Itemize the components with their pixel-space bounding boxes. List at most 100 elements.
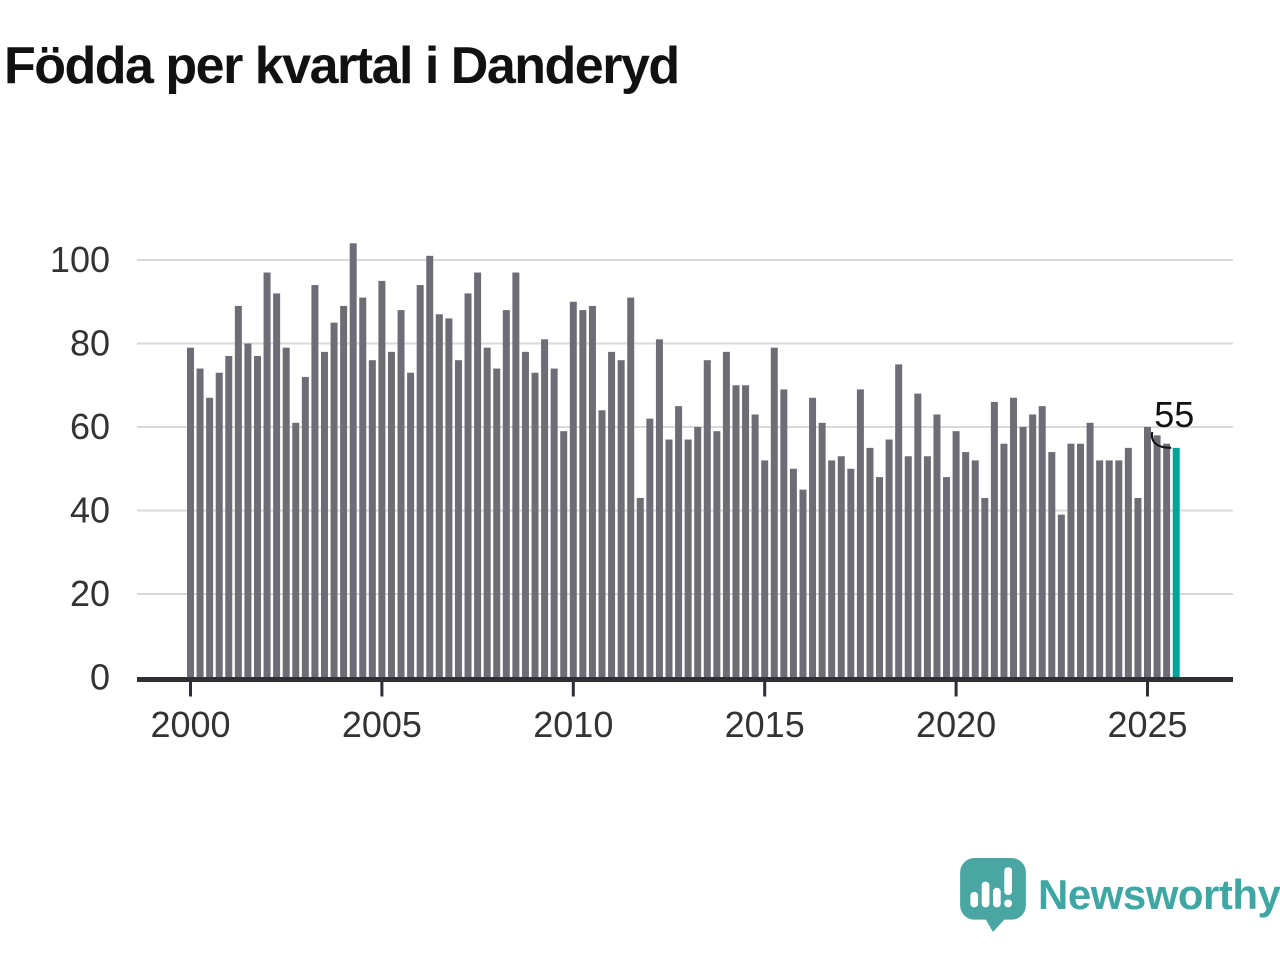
newsworthy-wordmark: Newsworthy bbox=[1038, 871, 1280, 918]
bar bbox=[598, 410, 606, 678]
bar bbox=[340, 305, 348, 678]
bar bbox=[789, 468, 797, 678]
bar-highlight-latest bbox=[1172, 447, 1180, 678]
bar bbox=[837, 456, 845, 678]
newsworthy-logo: Newsworthy bbox=[960, 858, 1280, 932]
annotation-leader-line bbox=[1150, 431, 1172, 449]
bar bbox=[780, 389, 788, 678]
bar bbox=[435, 314, 443, 678]
bar bbox=[732, 385, 740, 678]
logo-bar-tall bbox=[981, 881, 990, 908]
bar bbox=[426, 255, 434, 678]
bar bbox=[1029, 414, 1037, 678]
bar bbox=[349, 243, 357, 678]
bar bbox=[1000, 443, 1008, 678]
bar bbox=[301, 376, 309, 678]
x-tick-label-2015: 2015 bbox=[725, 704, 805, 745]
bar bbox=[454, 360, 462, 678]
y-tick-label-80: 80 bbox=[70, 323, 110, 364]
bar bbox=[445, 318, 453, 678]
bar bbox=[1010, 397, 1018, 678]
bar bbox=[493, 368, 501, 678]
bar bbox=[560, 431, 568, 678]
bar bbox=[971, 460, 979, 678]
bar bbox=[378, 280, 386, 678]
bar bbox=[866, 447, 874, 678]
bar bbox=[512, 272, 520, 678]
bar bbox=[206, 397, 214, 678]
logo-exclamation-stem bbox=[1004, 867, 1013, 895]
bar bbox=[397, 310, 405, 678]
bar bbox=[320, 351, 328, 678]
bar bbox=[1086, 422, 1094, 678]
bar bbox=[1057, 514, 1065, 678]
bar bbox=[502, 310, 510, 678]
bar bbox=[655, 339, 663, 678]
bar bbox=[684, 439, 692, 678]
y-tick-label-0: 0 bbox=[90, 657, 110, 698]
logo-bar-medium bbox=[993, 887, 1001, 908]
bar bbox=[541, 339, 549, 678]
bar bbox=[407, 372, 415, 678]
bar bbox=[579, 310, 587, 678]
bar bbox=[244, 343, 252, 678]
bar bbox=[387, 351, 395, 678]
bar bbox=[1144, 427, 1151, 678]
bar bbox=[914, 393, 922, 678]
bar bbox=[617, 360, 625, 678]
bar bbox=[722, 351, 730, 678]
bar bbox=[770, 347, 778, 678]
bar bbox=[856, 389, 864, 678]
bar bbox=[1153, 435, 1161, 678]
y-tick-label-20: 20 bbox=[70, 573, 110, 614]
bar bbox=[1067, 443, 1075, 678]
bar bbox=[703, 360, 711, 678]
bar bbox=[981, 497, 989, 678]
bar bbox=[215, 372, 223, 678]
y-tick-label-40: 40 bbox=[70, 490, 110, 531]
bar bbox=[847, 468, 855, 678]
bar bbox=[464, 293, 472, 678]
bar bbox=[952, 431, 960, 678]
x-tick-label-2025: 2025 bbox=[1107, 704, 1187, 745]
bar bbox=[531, 372, 539, 678]
bar bbox=[990, 401, 998, 678]
bar bbox=[1096, 460, 1104, 678]
bar bbox=[282, 347, 290, 678]
bar bbox=[943, 477, 951, 678]
bar bbox=[1134, 497, 1142, 678]
bar bbox=[225, 356, 233, 678]
bar bbox=[1038, 406, 1046, 678]
x-tick-label-2000: 2000 bbox=[150, 704, 230, 745]
x-tick-label-2020: 2020 bbox=[916, 704, 996, 745]
bar bbox=[876, 477, 884, 678]
bar bbox=[885, 439, 893, 678]
bar bbox=[1163, 443, 1171, 678]
bar bbox=[933, 414, 941, 678]
bar bbox=[923, 456, 931, 678]
newsworthy-bars-icon bbox=[960, 858, 1026, 932]
x-tick-label-2005: 2005 bbox=[342, 704, 422, 745]
bar bbox=[665, 439, 673, 678]
bar bbox=[646, 418, 654, 678]
latest-value-annotation: 55 bbox=[1154, 394, 1194, 435]
bar bbox=[627, 297, 635, 678]
bar bbox=[1019, 427, 1027, 678]
bar bbox=[359, 297, 367, 678]
bar bbox=[761, 460, 769, 678]
bar bbox=[234, 305, 242, 678]
bar bbox=[187, 347, 194, 678]
bar bbox=[828, 460, 836, 678]
bar bbox=[1105, 460, 1113, 678]
bar bbox=[904, 456, 912, 678]
bar bbox=[1077, 443, 1085, 678]
bar bbox=[751, 414, 759, 678]
bar bbox=[550, 368, 558, 678]
bar bbox=[368, 360, 376, 678]
bar bbox=[569, 301, 577, 678]
bar bbox=[636, 497, 644, 678]
bar bbox=[521, 351, 529, 678]
bar bbox=[1115, 460, 1123, 678]
bar bbox=[292, 422, 300, 678]
